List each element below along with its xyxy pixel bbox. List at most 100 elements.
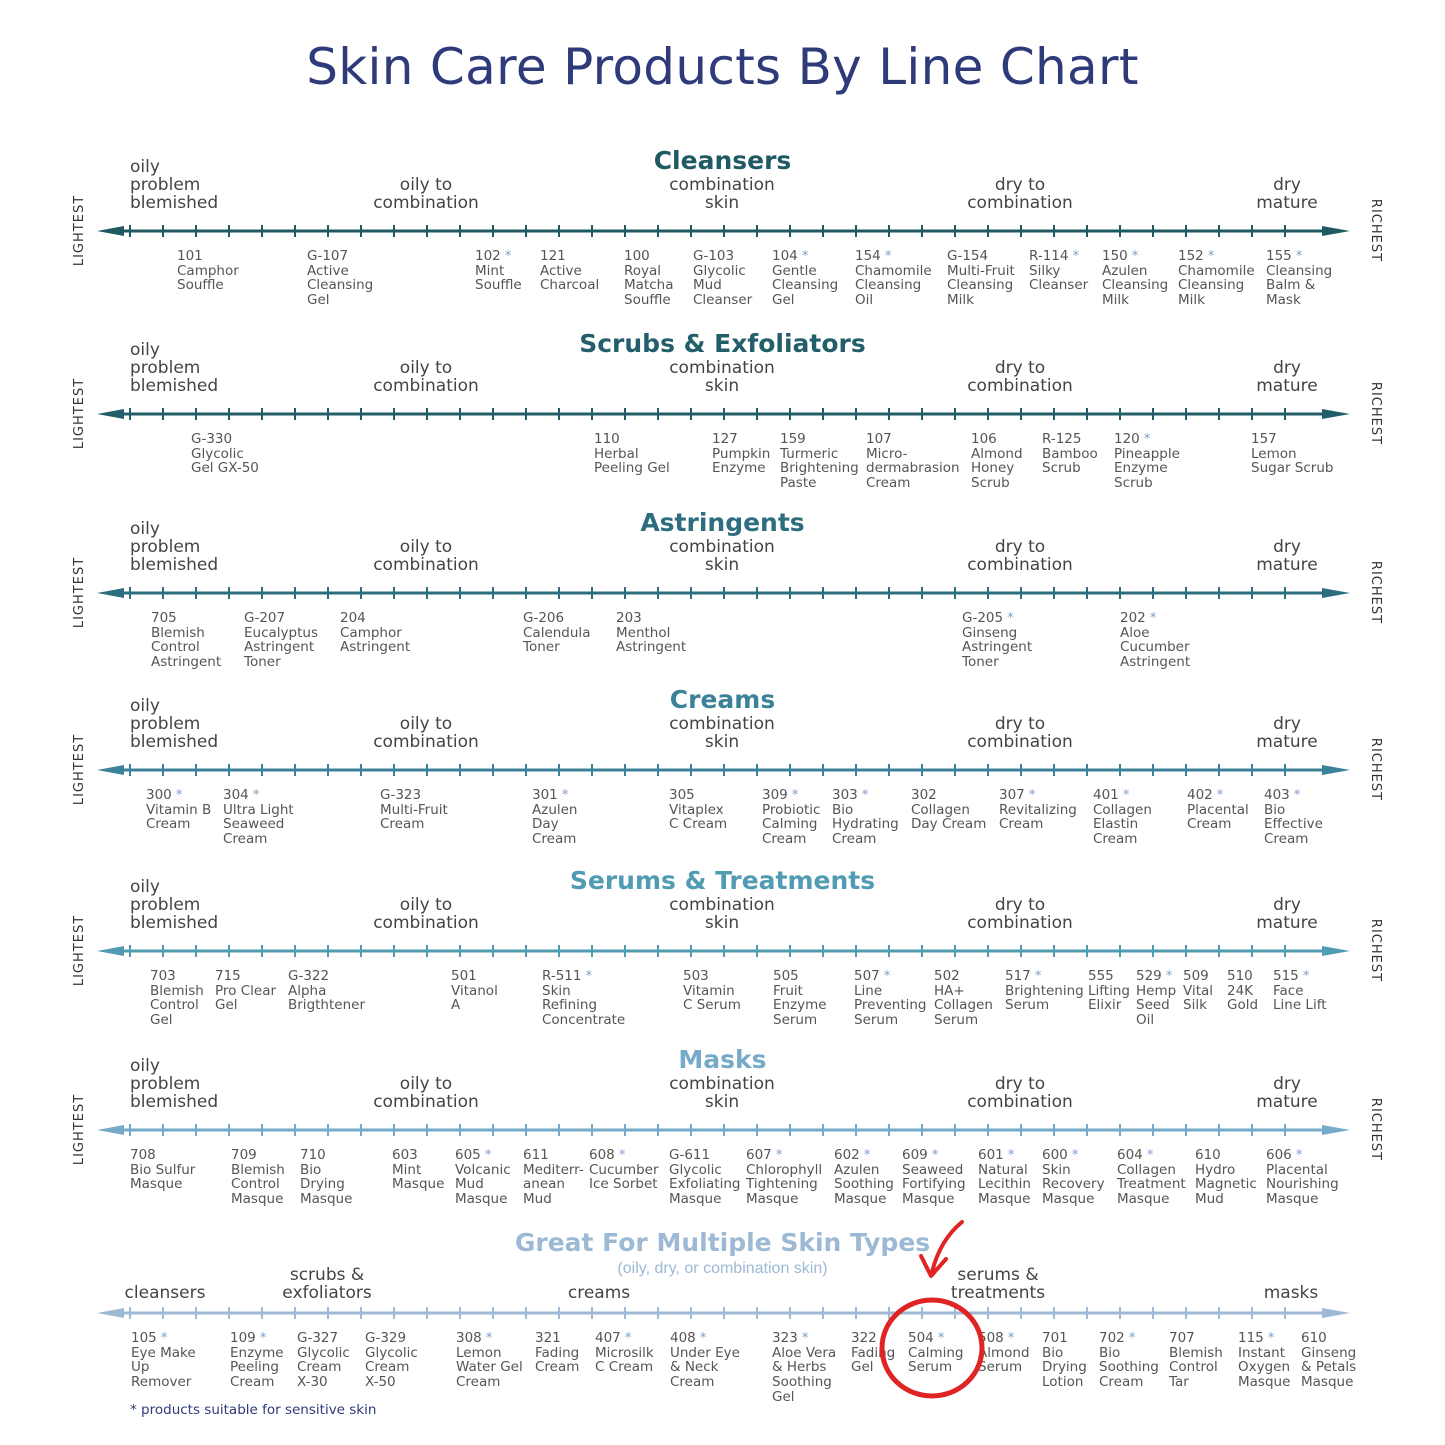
product-code: 609 [902, 1147, 928, 1163]
product-name: Ultra Light Seaweed Cream [223, 801, 294, 848]
product-item: 203 Menthol Astringent [616, 611, 686, 655]
product-item: 705 Blemish Control Astringent [151, 611, 221, 670]
sensitive-skin-star: * [1128, 1330, 1136, 1346]
product-item: G-107 Active Cleansing Gel [307, 249, 373, 308]
product-code: 610 [1301, 1330, 1327, 1346]
product-code: G-103 [693, 248, 735, 264]
product-name: Camphor Astringent [340, 624, 411, 656]
product-code: 555 [1088, 968, 1114, 984]
sensitive-skin-star: * [160, 1330, 168, 1346]
product-item: 501 Vitanol A [451, 969, 498, 1013]
skin-type-label: oily to combination [373, 537, 479, 575]
product-item: G-103 Glycolic Mud Cleanser [693, 249, 752, 308]
sensitive-skin-star: * [624, 1330, 632, 1346]
product-item: 600 * Skin Recovery Masque [1042, 1148, 1105, 1207]
sensitive-skin-star: * [1007, 1330, 1015, 1346]
product-item: 555 Lifting Elixir [1088, 969, 1130, 1013]
product-code: 109 [230, 1330, 256, 1346]
section-masks: Masks oily problem blemished oily to combi… [0, 1045, 1445, 1229]
product-name: Collagen Elastin Cream [1093, 801, 1152, 848]
product-name: Aloe Cucumber Astringent [1120, 624, 1191, 671]
skin-type-label: dry mature [1256, 537, 1318, 575]
product-code: G-207 [244, 610, 286, 626]
product-name: Fading Gel [851, 1344, 896, 1376]
sensitive-skin-star: * [259, 1330, 267, 1346]
product-name: Ginseng Astringent Toner [962, 624, 1033, 671]
product-code: 302 [911, 787, 937, 803]
axis-right-arrowhead [1322, 588, 1350, 598]
product-code: 504 [908, 1330, 934, 1346]
product-code: R-125 [1042, 431, 1082, 447]
product-item: 403 * Bio Effective Cream [1264, 788, 1323, 847]
product-item: 401 * Collagen Elastin Cream [1093, 788, 1152, 847]
product-item: 602 * Azulen Soothing Masque [834, 1148, 894, 1207]
product-name: Blemish Control Gel [150, 982, 204, 1029]
skin-type-label: dry mature [1256, 714, 1318, 752]
product-name: Ginseng & Petals Masque [1301, 1344, 1357, 1391]
product-item: 159 Turmeric Brightening Paste [780, 432, 859, 491]
product-code: 403 [1264, 787, 1290, 803]
skin-type-label: oily to combination [373, 175, 479, 213]
product-code: 101 [177, 248, 203, 264]
sensitive-skin-star: * [175, 787, 183, 803]
skin-type-label: combination skin [669, 895, 775, 933]
product-item: 100 Royal Matcha Souffle [624, 249, 673, 308]
product-item: 322 Fading Gel [851, 1331, 895, 1375]
product-name: Chlorophyll Tightening Masque [746, 1161, 823, 1208]
product-code: 517 [1005, 968, 1031, 984]
sensitive-skin-star: * [1146, 1147, 1154, 1163]
product-item: 611 Mediterr- anean Mud [523, 1148, 584, 1207]
product-name: Micro- dermabrasion Cream [866, 445, 960, 492]
skin-type-label: oily problem blemished [130, 1056, 219, 1112]
sensitive-skin-star: * [1034, 968, 1042, 984]
product-name: Enzyme Peeling Cream [230, 1344, 284, 1391]
sensitive-skin-star: * [504, 248, 512, 264]
product-name: Mint Souffle [475, 262, 522, 294]
sensitive-skin-star: * [618, 1147, 626, 1163]
product-item: G-206 Calendula Toner [523, 611, 590, 655]
product-name: Chamomile Cleansing Oil [855, 262, 932, 309]
product-item: 708 Bio Sulfur Masque [130, 1148, 195, 1192]
product-name: Pumpkin Enzyme [712, 445, 771, 477]
sensitive-skin-star: * [699, 1330, 707, 1346]
product-name: Cucumber Ice Sorbet [589, 1161, 659, 1193]
axis-right-arrowhead [1322, 226, 1350, 236]
sensitive-skin-star: * [1295, 1147, 1303, 1163]
product-name: Almond Honey Scrub [971, 445, 1023, 492]
product-item: 707 Blemish Control Tar [1169, 1331, 1223, 1390]
product-item: 702 * Bio Soothing Cream [1099, 1331, 1159, 1390]
product-item: 502 HA+ Collagen Serum [934, 969, 993, 1028]
product-code: 204 [340, 610, 366, 626]
skin-type-label: oily problem blemished [130, 877, 219, 933]
product-item: G-611 Glycolic Exfoliating Masque [669, 1148, 740, 1207]
product-name: Pro Clear Gel [215, 982, 277, 1014]
product-name: Lemon Sugar Scrub [1251, 445, 1334, 477]
product-item: 154 * Chamomile Cleansing Oil [855, 249, 932, 308]
product-name: Bio Drying Masque [300, 1161, 353, 1208]
product-code: 303 [832, 787, 858, 803]
skin-type-label: oily problem blemished [130, 340, 219, 396]
product-item: 601 * Natural Lecithin Masque [978, 1148, 1031, 1207]
product-code: 155 [1266, 248, 1292, 264]
product-item: G-323 Multi-Fruit Cream [380, 788, 448, 832]
product-item: 102 * Mint Souffle [475, 249, 522, 293]
product-code: 203 [616, 610, 642, 626]
product-code: 401 [1093, 787, 1119, 803]
product-name: Brightening Serum [1005, 982, 1084, 1014]
product-name: Bio Drying Lotion [1042, 1344, 1087, 1391]
section-title: Scrubs & Exfoliators [579, 329, 866, 358]
skin-type-label: oily problem blemished [130, 696, 219, 752]
axis-right-arrowhead [1322, 765, 1350, 775]
product-code: 505 [773, 968, 799, 984]
product-name: Bio Effective Cream [1264, 801, 1323, 848]
product-item: 309 * Probiotic Calming Cream [762, 788, 820, 847]
product-code: 705 [151, 610, 177, 626]
product-code: 601 [978, 1147, 1004, 1163]
product-item: R-511 * Skin Refining Concentrate [542, 969, 625, 1028]
product-name: Alpha Brigthtener [288, 982, 365, 1014]
product-name: 24K Gold [1227, 982, 1259, 1014]
skin-type-label: combination skin [669, 358, 775, 396]
product-item: 710 Bio Drying Masque [300, 1148, 352, 1207]
product-item: G-327 Glycolic Cream X-30 [297, 1331, 350, 1390]
product-code: G-611 [669, 1147, 711, 1163]
